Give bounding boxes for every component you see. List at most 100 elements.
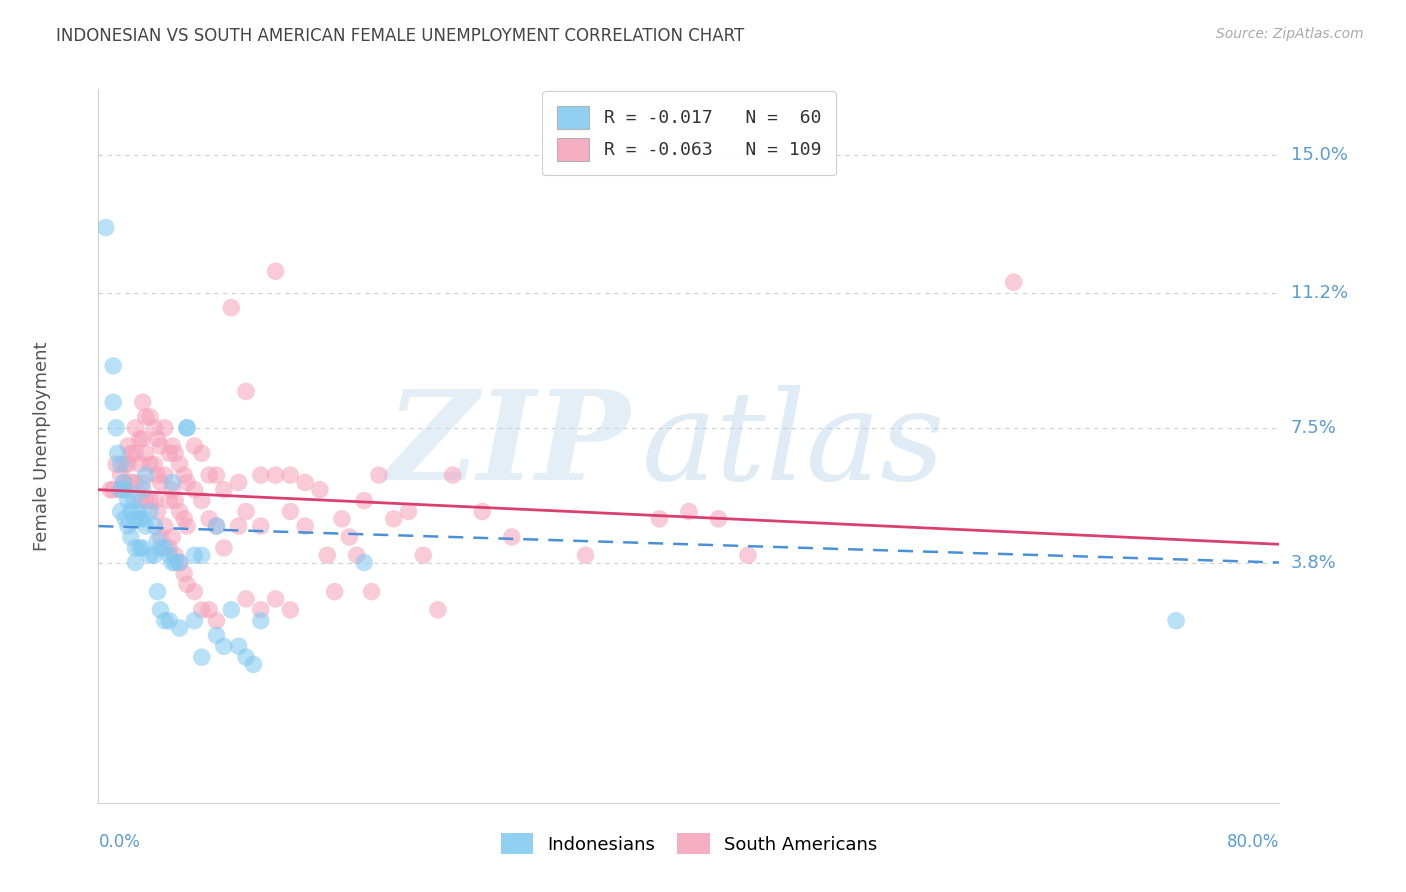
Point [143, 421, 166, 435]
Point [162, 439, 183, 453]
Point [153, 519, 176, 533]
Point [1164, 614, 1187, 628]
Point [183, 614, 205, 628]
Point [162, 475, 183, 490]
Point [212, 639, 235, 653]
Point [149, 541, 172, 555]
Point [574, 548, 596, 562]
Point [120, 446, 142, 460]
Point [117, 439, 139, 453]
Point [412, 548, 434, 562]
Point [114, 475, 136, 490]
Point [162, 530, 183, 544]
Point [191, 548, 214, 562]
Point [149, 439, 172, 453]
Point [146, 584, 169, 599]
Point [117, 519, 139, 533]
Point [135, 409, 157, 424]
Point [153, 468, 176, 483]
Point [173, 566, 195, 581]
Point [103, 483, 125, 497]
Point [242, 657, 264, 672]
Point [135, 519, 157, 533]
Point [169, 457, 191, 471]
Point [124, 475, 146, 490]
Point [128, 457, 150, 471]
Point [124, 541, 146, 555]
Text: ZIP: ZIP [387, 385, 630, 507]
Point [501, 530, 523, 544]
Point [309, 483, 332, 497]
Point [165, 548, 187, 562]
Point [143, 519, 166, 533]
Point [264, 591, 287, 606]
Point [124, 512, 146, 526]
Point [120, 475, 142, 490]
Point [146, 468, 169, 483]
Text: 15.0%: 15.0% [1291, 145, 1347, 164]
Point [165, 493, 187, 508]
Point [162, 483, 183, 497]
Point [112, 475, 135, 490]
Point [107, 446, 129, 460]
Point [110, 483, 132, 497]
Text: 7.5%: 7.5% [1291, 419, 1337, 437]
Point [316, 548, 339, 562]
Point [427, 603, 450, 617]
Point [205, 468, 228, 483]
Text: 3.8%: 3.8% [1291, 554, 1336, 572]
Point [353, 556, 375, 570]
Point [157, 493, 180, 508]
Point [149, 530, 172, 544]
Point [250, 603, 273, 617]
Text: Female Unemployment: Female Unemployment [32, 342, 51, 550]
Point [198, 512, 221, 526]
Point [169, 556, 191, 570]
Point [128, 432, 150, 446]
Point [132, 395, 155, 409]
Point [98, 483, 121, 497]
Point [235, 591, 257, 606]
Point [176, 475, 198, 490]
Point [105, 421, 128, 435]
Point [330, 512, 353, 526]
Legend: Indonesians, South Americans: Indonesians, South Americans [494, 826, 884, 862]
Text: INDONESIAN VS SOUTH AMERICAN FEMALE UNEMPLOYMENT CORRELATION CHART: INDONESIAN VS SOUTH AMERICAN FEMALE UNEM… [56, 27, 745, 45]
Point [146, 533, 169, 548]
Point [205, 519, 228, 533]
Point [219, 301, 242, 315]
Point [228, 639, 250, 653]
Point [139, 504, 162, 518]
Point [105, 457, 128, 471]
Point [165, 446, 187, 460]
Point [360, 584, 382, 599]
Point [135, 493, 157, 508]
Point [678, 504, 700, 518]
Point [120, 504, 142, 518]
Point [143, 548, 166, 562]
Point [169, 556, 191, 570]
Point [212, 483, 235, 497]
Text: 0.0%: 0.0% [98, 833, 141, 851]
Point [146, 432, 169, 446]
Point [110, 457, 132, 471]
Text: Source: ZipAtlas.com: Source: ZipAtlas.com [1216, 27, 1364, 41]
Text: atlas: atlas [641, 385, 945, 507]
Point [278, 468, 302, 483]
Point [471, 504, 494, 518]
Point [205, 519, 228, 533]
Point [128, 512, 150, 526]
Point [235, 650, 257, 665]
Point [143, 457, 166, 471]
Point [441, 468, 464, 483]
Point [205, 614, 228, 628]
Point [149, 603, 172, 617]
Point [110, 468, 132, 483]
Point [124, 446, 146, 460]
Point [143, 493, 166, 508]
Point [183, 548, 205, 562]
Point [103, 395, 125, 409]
Point [212, 541, 235, 555]
Point [648, 512, 671, 526]
Point [173, 468, 195, 483]
